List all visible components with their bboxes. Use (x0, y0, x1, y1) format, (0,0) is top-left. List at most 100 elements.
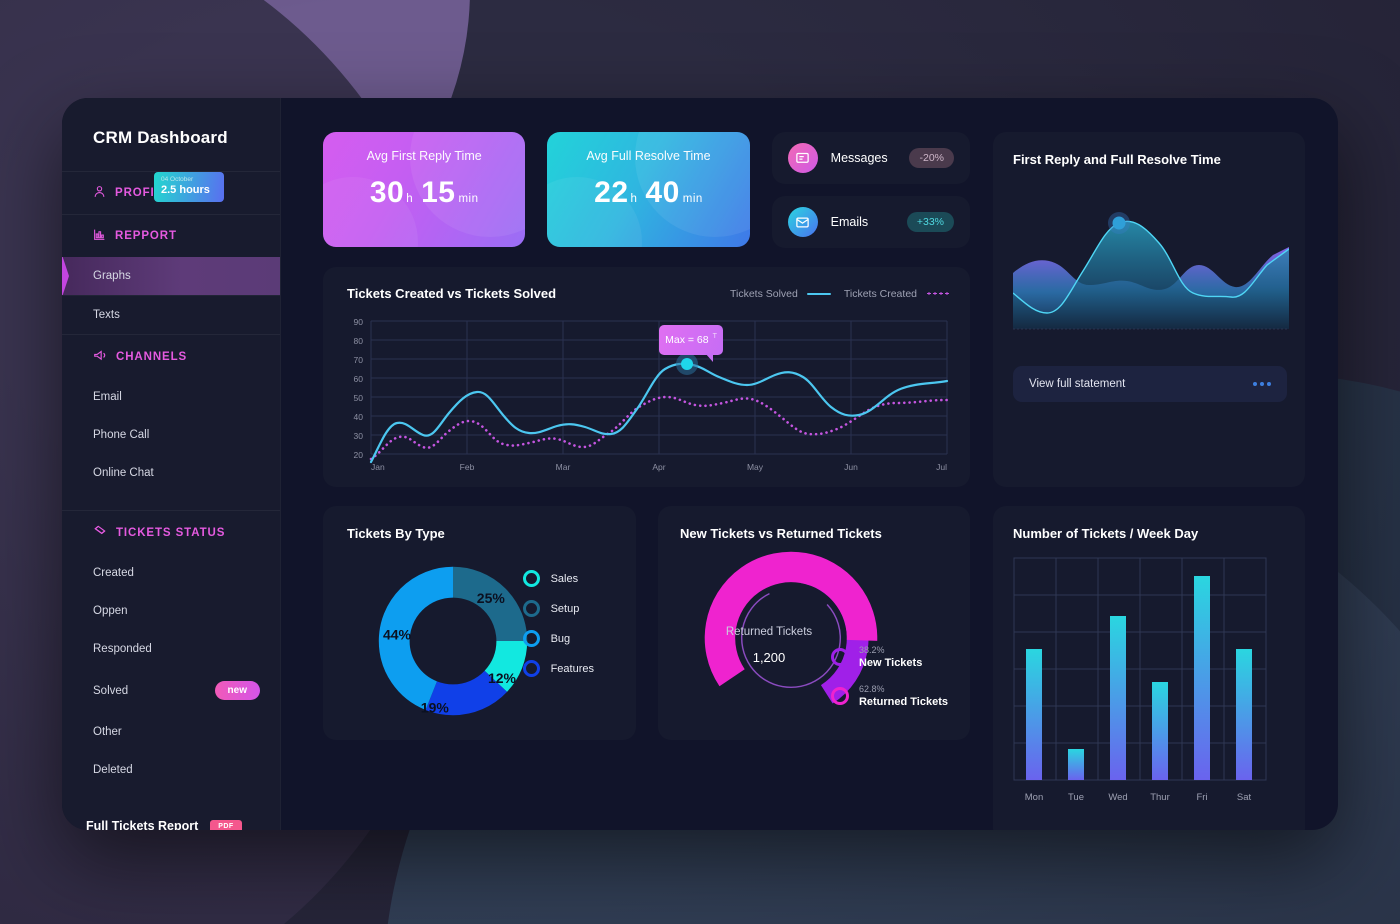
sidebar-group-channels[interactable]: CHANNELS (62, 334, 280, 378)
legend-item-tickets-solved[interactable]: Tickets Solved (730, 288, 831, 300)
bottom-charts-row: Tickets By Type 25% 12% 19% 44% (323, 506, 970, 830)
more-dots-icon[interactable] (1253, 382, 1271, 386)
view-full-statement-row[interactable]: View full statement (1013, 366, 1287, 402)
main-content: Avg First Reply Time 30 h 15 min Avg Full R… (154, 98, 1338, 830)
area-tooltip-value: 2.5 hours (161, 184, 210, 196)
sidebar-item-deleted[interactable]: Deleted (62, 751, 280, 789)
legend-swatch (522, 570, 540, 587)
svg-text:50: 50 (354, 393, 364, 403)
tooltip-pointer (705, 353, 713, 362)
legend-label: Setup (550, 602, 580, 615)
top-stats-row: Avg First Reply Time 30 h 15 min Avg Full R… (323, 132, 970, 248)
sidebar-group-repport[interactable]: REPPORT (62, 214, 280, 257)
tickets-by-type-card: Tickets By Type 25% 12% 19% 44% (323, 506, 636, 740)
sidebar-item-created[interactable]: Created (62, 554, 280, 592)
sidebar-item-label: Oppen (93, 605, 128, 617)
mini-card-delta: +33% (906, 212, 954, 232)
stat-card-value: 22 h 40 min (547, 176, 749, 210)
legend-item-tickets-created[interactable]: Tickets Created (844, 288, 950, 300)
mini-card-label: Emails (830, 215, 869, 229)
mini-card-label: Messages (830, 151, 888, 165)
bar-sat[interactable] (1236, 649, 1252, 780)
legend-item-returned-tickets[interactable]: 62.8% Returned Tickets (830, 684, 948, 708)
area-tooltip-date: 04 October (161, 176, 194, 183)
sidebar-group-label: REPPORT (115, 230, 177, 242)
svg-text:Apr: Apr (652, 462, 665, 472)
legend-label: Tickets Solved (729, 287, 798, 300)
donut-slice-bug[interactable] (378, 566, 528, 716)
bar-thur[interactable] (1152, 682, 1168, 780)
sidebar-spacer (62, 492, 280, 510)
ring-chart (704, 551, 878, 725)
ring-legend: 38.2% New Tickets 62.8% Returned Tickets (830, 645, 948, 708)
svg-text:Mar: Mar (556, 462, 571, 472)
max-marker[interactable] (681, 358, 693, 370)
sidebar-item-label: Online Chat (93, 467, 154, 479)
donut-slice-features[interactable] (378, 566, 528, 716)
donut-chart: 25% 12% 19% 44% (378, 566, 528, 716)
sidebar-item-responded[interactable]: Responded (62, 630, 280, 668)
stat-minutes-unit: min (682, 193, 703, 205)
ring-inner-arc (740, 587, 842, 689)
area-marker[interactable] (1112, 216, 1126, 230)
sidebar-item-graphs[interactable]: Graphs (62, 257, 280, 295)
svg-text:Jan: Jan (371, 462, 385, 472)
y-axis-labels: 90 80 70 60 50 40 30 20 (354, 317, 364, 460)
report-title-row: Full Tickets Report PDF (86, 819, 256, 830)
dashboard-window: CRM Dashboard PROFILE REPPORT (62, 98, 1338, 830)
mini-card-messages[interactable]: Messages -20% (771, 132, 970, 184)
chat-bubble-icon (787, 143, 818, 173)
report-panel: Full Tickets Report PDF Download report … (62, 819, 280, 830)
mini-card-emails[interactable]: Emails +33% (771, 196, 970, 248)
legend-item-sales[interactable]: Sales (522, 570, 594, 587)
sidebar-item-texts[interactable]: Texts (62, 295, 280, 334)
pdf-badge: PDF (210, 819, 242, 830)
app-title: CRM Dashboard (93, 128, 228, 147)
legend-item-setup[interactable]: Setup (522, 600, 594, 617)
card-title: New Tickets vs Returned Tickets (680, 526, 882, 541)
legend-item-new-tickets[interactable]: 38.2% New Tickets (830, 645, 948, 669)
x-axis-labels: Jan Feb Mar Apr May Jun Jul (371, 462, 947, 472)
svg-text:Mon: Mon (1025, 792, 1043, 803)
donut-label-sales: 12% (488, 670, 517, 686)
sidebar-item-solved[interactable]: Solved new (62, 668, 280, 713)
legend-item-bug[interactable]: Bug (522, 630, 594, 647)
megaphone-icon (93, 348, 107, 365)
sidebar-group-tickets-status[interactable]: TICKETS STATUS (62, 510, 280, 554)
bar-mon[interactable] (1026, 649, 1042, 780)
card-title: First Reply and Full Resolve Time (1013, 152, 1221, 167)
legend-label: Sales (550, 572, 579, 585)
legend-item-features[interactable]: Features (522, 660, 594, 677)
report-title: Full Tickets Report (86, 819, 199, 830)
bar-tue[interactable] (1068, 749, 1084, 780)
line-card-header: Tickets Created vs Tickets Solved Ticket… (347, 286, 950, 301)
line-chart-svg: 90 80 70 60 50 40 30 20 (354, 317, 949, 472)
stat-hours: 22 (594, 176, 629, 209)
sidebar-item-label: Graphs (93, 270, 131, 282)
ring-center-label: Returned Tickets (725, 626, 813, 638)
sidebar-item-other[interactable]: Other (62, 713, 280, 751)
sidebar-item-online-chat[interactable]: Online Chat (62, 454, 280, 492)
sidebar-item-oppen[interactable]: Oppen (62, 592, 280, 630)
svg-text:60: 60 (354, 374, 364, 384)
stat-hours-unit: h (406, 193, 414, 205)
legend-swatch (522, 630, 540, 647)
stat-card-value: 30 h 15 min (323, 176, 525, 210)
bar-wed[interactable] (1110, 616, 1126, 780)
mini-cards-column: Messages -20% Emails +33% (771, 132, 970, 248)
donut-label-setup: 25% (477, 590, 506, 606)
svg-text:Tue: Tue (1068, 792, 1084, 803)
stat-card-full-resolve: Avg Full Resolve Time 22 h 40 min (547, 132, 750, 247)
legend-label: New Tickets (858, 657, 923, 669)
bar-chart-icon (93, 228, 106, 244)
sidebar-item-label: Created (93, 567, 134, 579)
view-full-statement-label: View full statement (1029, 378, 1126, 390)
line-chart-tooltip: Max = 68 T (659, 325, 723, 362)
sidebar-item-label: Email (93, 391, 122, 403)
sidebar-item-phone-call[interactable]: Phone Call (62, 416, 280, 454)
bar-chart: Mon Tue Wed Thur Fri Sat (1013, 557, 1267, 803)
sidebar-item-email[interactable]: Email (62, 378, 280, 416)
bar-fri[interactable] (1194, 576, 1210, 780)
ring-slice-returned-tickets[interactable] (704, 551, 878, 725)
